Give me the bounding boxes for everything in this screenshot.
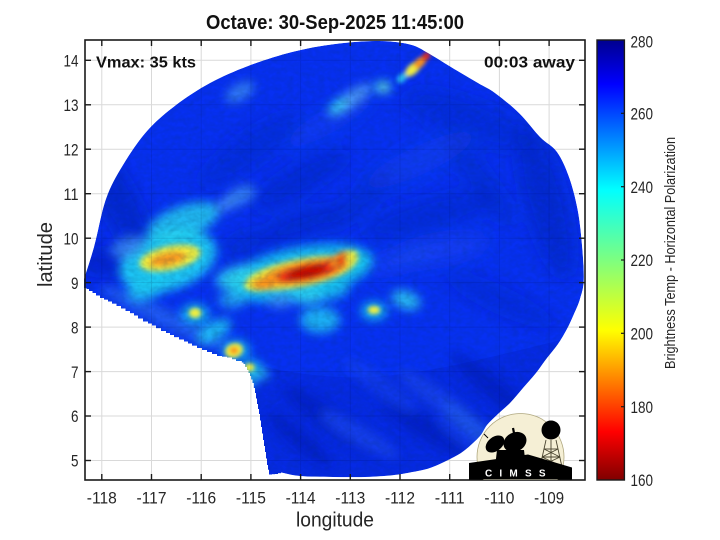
svg-text:13: 13: [64, 96, 79, 115]
svg-text:-112: -112: [385, 489, 415, 508]
svg-text:5: 5: [71, 452, 79, 471]
svg-text:160: 160: [631, 471, 654, 490]
svg-text:-111: -111: [435, 489, 465, 508]
svg-text:CIMSS: CIMSS: [485, 469, 551, 480]
svg-text:10: 10: [64, 229, 79, 248]
svg-text:-118: -118: [87, 489, 117, 508]
svg-text:-114: -114: [286, 489, 316, 508]
svg-text:00:03 away: 00:03 away: [484, 55, 575, 72]
svg-text:-116: -116: [186, 489, 216, 508]
svg-text:280: 280: [631, 33, 654, 52]
svg-text:7: 7: [71, 363, 79, 382]
svg-text:8: 8: [71, 318, 79, 337]
svg-text:-110: -110: [484, 489, 514, 508]
svg-text:-115: -115: [236, 489, 266, 508]
svg-text:-113: -113: [335, 489, 365, 508]
svg-text:-109: -109: [534, 489, 564, 508]
svg-text:12: 12: [64, 140, 79, 159]
svg-text:220: 220: [631, 251, 654, 270]
svg-text:240: 240: [631, 178, 654, 197]
svg-text:longitude: longitude: [296, 510, 374, 532]
svg-text:Octave: 30-Sep-2025 11:45:00: Octave: 30-Sep-2025 11:45:00: [206, 12, 464, 34]
svg-text:latitude: latitude: [35, 222, 57, 287]
svg-text:Brightness Temp - Horizontal P: Brightness Temp - Horizontal Polarizatio…: [662, 137, 679, 369]
svg-text:11: 11: [64, 185, 79, 204]
svg-text:6: 6: [71, 407, 79, 426]
svg-text:9: 9: [71, 274, 79, 293]
svg-text:260: 260: [631, 105, 654, 124]
svg-text:200: 200: [631, 325, 654, 344]
svg-text:14: 14: [64, 52, 79, 71]
svg-text:-117: -117: [137, 489, 167, 508]
svg-text:Vmax: 35 kts: Vmax: 35 kts: [96, 55, 196, 72]
svg-text:180: 180: [631, 398, 654, 417]
